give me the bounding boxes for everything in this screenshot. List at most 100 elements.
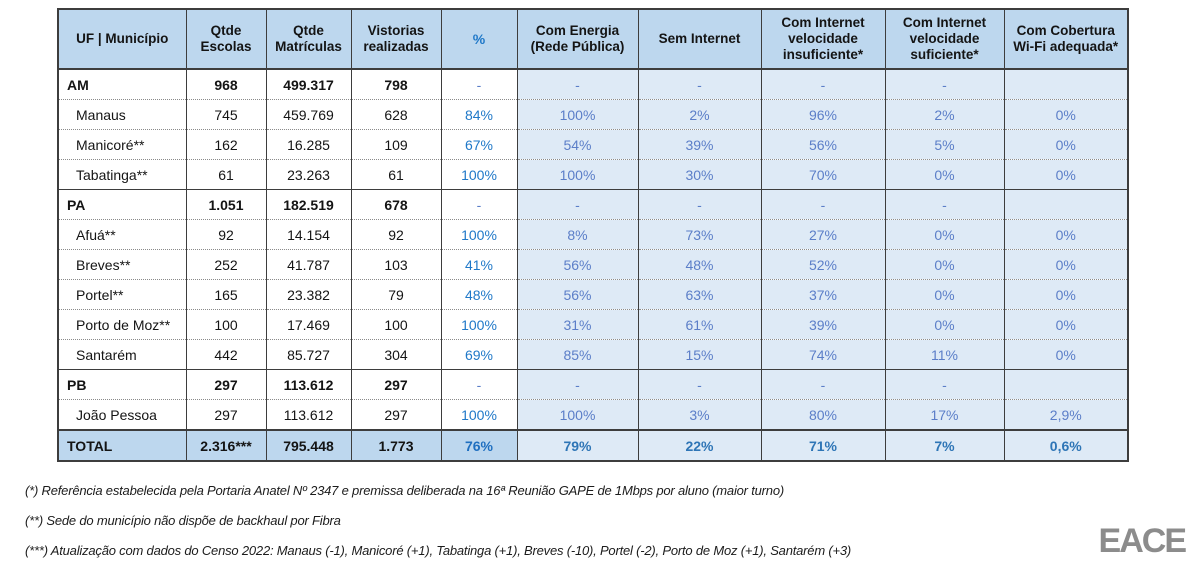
cell: 85.727 (265, 339, 352, 370)
cell: 165 (185, 279, 267, 310)
cell: 11% (884, 339, 1005, 370)
table-body: AM 968 499.317 798- - - - - Manaus 745 459.769 628 8… (57, 68, 1129, 461)
school-connectivity-table: UF | Município Qtde Escolas Qtde Matrícula… (57, 8, 1129, 462)
cell: 162 (185, 129, 267, 160)
cell: 3% (637, 399, 762, 430)
cell: 27% (760, 219, 886, 250)
cell: 85% (516, 339, 639, 370)
cell: 252 (185, 249, 267, 280)
cell: 2.316*** (185, 429, 267, 461)
municipality-row: João Pessoa 297 113.612 297 100% 100% 3% 80% 17%… (57, 399, 1129, 430)
cell: - (440, 68, 518, 100)
row-label: Breves** (57, 249, 187, 280)
state-row: PA 1.051 182.519 678- - - - - (57, 189, 1129, 220)
footnote-censo-2022: (***) Atualização com dados do Censo 202… (25, 543, 852, 558)
municipality-row: Santarém 442 85.727 304 69% 85% 15% 74% 11% 0% (57, 339, 1129, 370)
cell: 39% (760, 309, 886, 340)
cell: - (637, 369, 762, 400)
column-header: Qtde Escolas (185, 9, 267, 70)
footnote-backhaul-fibra: (**) Sede do município não dispõe de bac… (25, 513, 341, 528)
row-label: Santarém (57, 339, 187, 370)
cell: - (884, 68, 1005, 100)
cell: 8% (516, 219, 639, 250)
cell: 100% (440, 159, 518, 190)
cell: 23.263 (265, 159, 352, 190)
cell: 39% (637, 129, 762, 160)
cell: 113.612 (265, 369, 352, 400)
column-header: Com Energia (Rede Pública) (516, 9, 639, 70)
cell: 1.051 (185, 189, 267, 220)
column-header: Com Internet velocidade suficiente* (884, 9, 1005, 70)
cell: 0% (1003, 159, 1129, 190)
row-label: PB (57, 369, 187, 400)
cell: - (884, 189, 1005, 220)
cell: 459.769 (265, 99, 352, 130)
column-header: Qtde Matrículas (265, 9, 352, 70)
row-label: Manaus (57, 99, 187, 130)
cell: 0% (1003, 249, 1129, 280)
total-row: TOTAL 2.316*** 795.448 1.773 76% 79% 22% 71% 7% 0… (57, 429, 1129, 461)
cell: 30% (637, 159, 762, 190)
cell: - (516, 189, 639, 220)
school-connectivity-table-wrap: UF | Município Qtde Escolas Qtde Matrícula… (57, 8, 1129, 462)
cell: 100 (185, 309, 267, 340)
cell: 442 (185, 339, 267, 370)
municipality-row: Manaus 745 459.769 628 84% 100% 2% 96% 2% 0% (57, 99, 1129, 130)
cell: - (637, 189, 762, 220)
cell: 0% (1003, 99, 1129, 130)
column-header: % (440, 9, 518, 70)
eace-logo: EACE (1098, 522, 1187, 560)
cell: 17.469 (265, 309, 352, 340)
municipality-row: Manicoré** 162 16.285 109 67% 54% 39% 56% 5% 0% (57, 129, 1129, 160)
cell: 628 (350, 99, 442, 130)
cell: 795.448 (265, 429, 352, 461)
cell: 297 (185, 369, 267, 400)
column-header: Sem Internet (637, 9, 762, 70)
row-label: AM (57, 68, 187, 100)
cell: 56% (760, 129, 886, 160)
row-label: João Pessoa (57, 399, 187, 430)
cell: 0% (1003, 279, 1129, 310)
cell: 79% (516, 429, 639, 461)
cell: 22% (637, 429, 762, 461)
cell: 48% (637, 249, 762, 280)
cell: 73% (637, 219, 762, 250)
cell: 100% (440, 309, 518, 340)
row-label: Tabatinga** (57, 159, 187, 190)
cell: 16.285 (265, 129, 352, 160)
cell: 745 (185, 99, 267, 130)
cell: 0% (884, 309, 1005, 340)
column-header: Vistorias realizadas (350, 9, 442, 70)
cell: 100% (516, 159, 639, 190)
cell: 96% (760, 99, 886, 130)
cell: - (516, 68, 639, 100)
cell: 297 (350, 369, 442, 400)
cell: 297 (185, 399, 267, 430)
footnote-reference-anatel: (*) Referência estabelecida pela Portari… (25, 483, 784, 498)
cell: 54% (516, 129, 639, 160)
cell: - (516, 369, 639, 400)
row-label: Manicoré** (57, 129, 187, 160)
cell: 63% (637, 279, 762, 310)
cell: 76% (440, 429, 518, 461)
cell: 100 (350, 309, 442, 340)
cell: 69% (440, 339, 518, 370)
column-header: Com Internet velocidade insuficiente* (760, 9, 886, 70)
municipality-row: Afuá** 92 14.154 92 100% 8% 73% 27% 0% 0% (57, 219, 1129, 250)
cell: 2,9% (1003, 399, 1129, 430)
cell: 968 (185, 68, 267, 100)
row-label: Portel** (57, 279, 187, 310)
cell: 798 (350, 68, 442, 100)
cell (1003, 369, 1129, 400)
cell: 499.317 (265, 68, 352, 100)
cell: 0% (1003, 129, 1129, 160)
cell: 61% (637, 309, 762, 340)
cell: 52% (760, 249, 886, 280)
cell: 92 (185, 219, 267, 250)
cell: 0,6% (1003, 429, 1129, 461)
row-label: PA (57, 189, 187, 220)
cell: 5% (884, 129, 1005, 160)
cell: 109 (350, 129, 442, 160)
cell: 70% (760, 159, 886, 190)
